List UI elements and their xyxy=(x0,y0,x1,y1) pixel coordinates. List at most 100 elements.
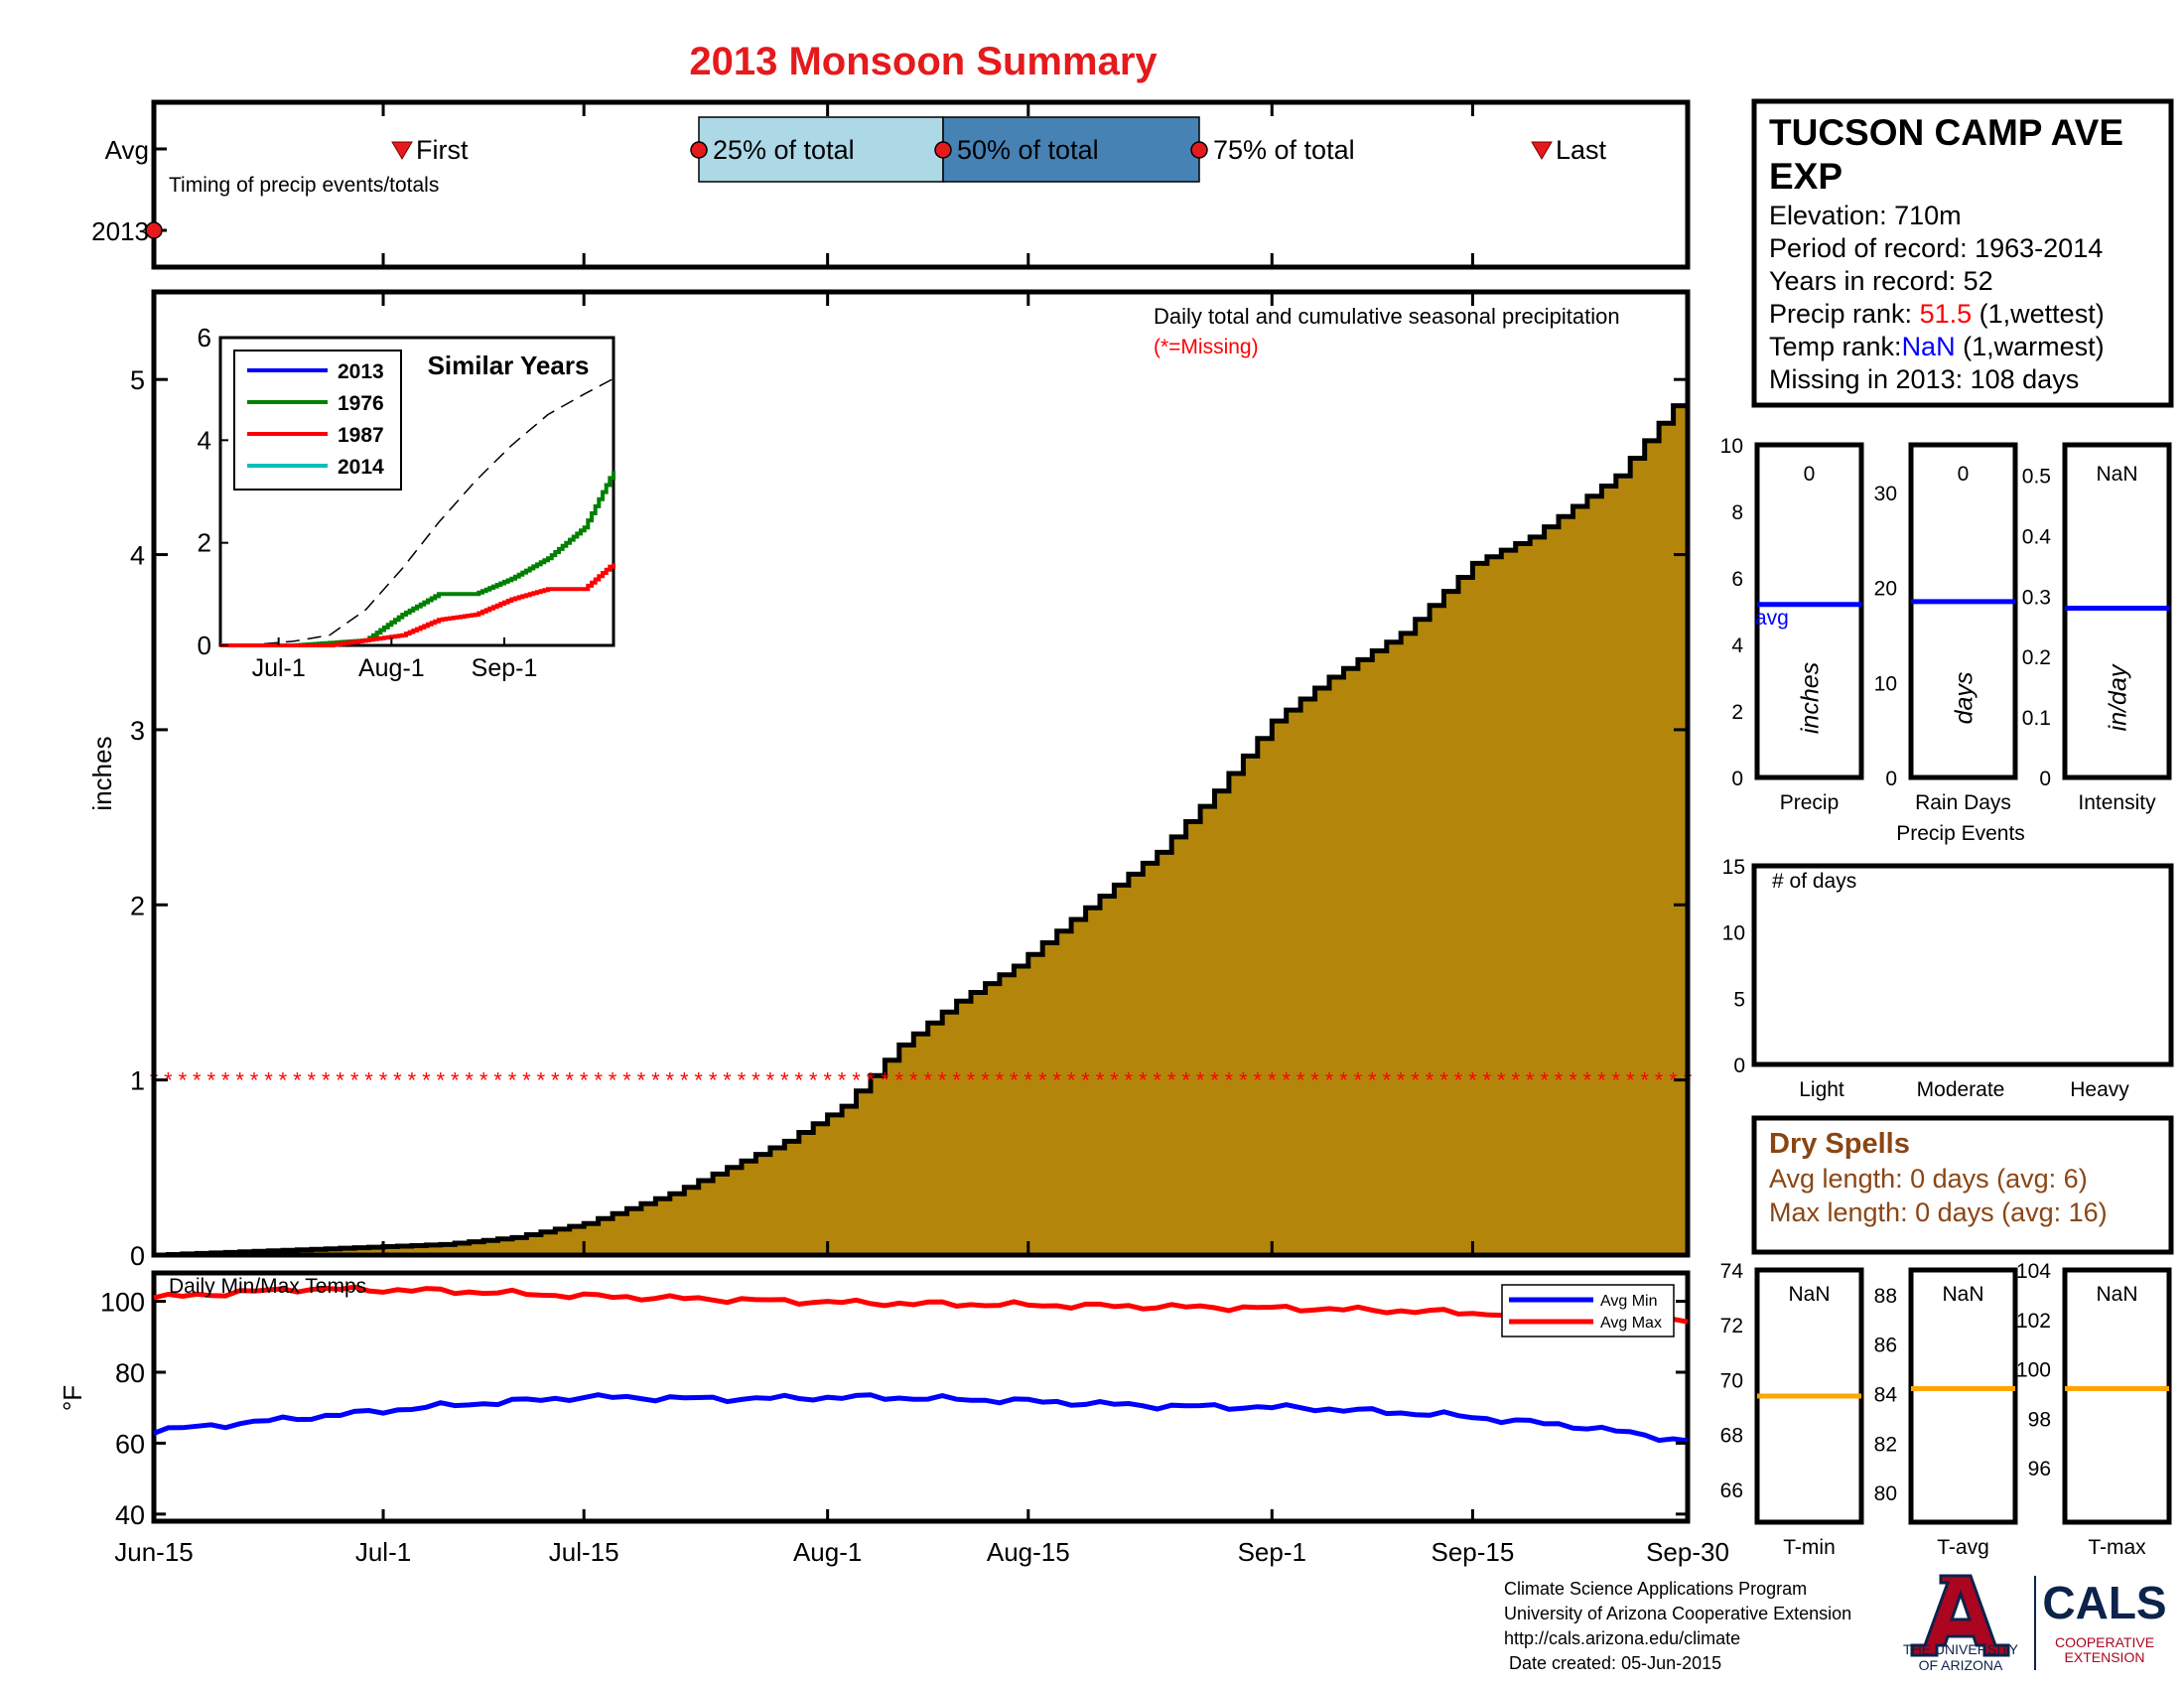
event-tick-label: 0.5 xyxy=(2022,465,2051,488)
event-tick-label: 20 xyxy=(1874,578,1897,601)
missing-star-marker: * xyxy=(1153,1068,1161,1093)
missing-star-marker: * xyxy=(565,1068,574,1093)
missing-star-marker: * xyxy=(493,1068,502,1093)
missing-star-marker: * xyxy=(1196,1068,1205,1093)
cumulative-precip-area xyxy=(154,388,1691,1258)
missing-star-marker: * xyxy=(594,1068,603,1093)
dry-spells-avg: Avg length: 0 days (avg: 6) xyxy=(1769,1164,2088,1194)
temp-y-ticks: 40 60 80 100 xyxy=(100,1288,1688,1530)
event-unit: inches xyxy=(1797,662,1825,734)
temp-box-tick-label: 98 xyxy=(2028,1408,2051,1431)
days-y-tick-label: 0 xyxy=(1733,1055,1745,1077)
inset-y-tick-label: 0 xyxy=(198,631,211,660)
missing-star-marker: * xyxy=(437,1068,446,1093)
first-marker-icon xyxy=(391,141,413,160)
first-label: First xyxy=(416,135,469,165)
temp-box-tick-label: 102 xyxy=(2016,1310,2051,1333)
missing-star-marker: * xyxy=(1167,1068,1176,1093)
main-y-ticks: 0 1 2 3 4 5 xyxy=(130,365,1688,1271)
missing-star-marker: * xyxy=(952,1068,961,1093)
missing-star-marker: * xyxy=(308,1068,317,1093)
station-elevation: Elevation: 710m xyxy=(1769,201,1962,230)
temp-box-tick-label: 84 xyxy=(1874,1384,1898,1407)
missing-star-marker: * xyxy=(895,1068,904,1093)
missing-star-marker: * xyxy=(1052,1068,1061,1093)
temp-box-t-avg: 80 82 84 86 88 NaN T-avg xyxy=(1874,1267,2018,1559)
temp-series-avg-max xyxy=(153,1284,1689,1326)
missing-star-marker: * xyxy=(1511,1068,1520,1093)
inset-y-tick-label: 6 xyxy=(198,323,211,352)
missing-star-marker: * xyxy=(1411,1068,1420,1093)
missing-star-marker: * xyxy=(1010,1068,1019,1093)
inset-legend-items: 2013 1976 1987 2014 xyxy=(247,360,384,479)
p50-marker-icon xyxy=(934,141,952,159)
temperature-panel: 40 60 80 100 Jun-15 Jul-1 Jul-15 Aug-1 Aug-15 Se… xyxy=(58,1270,1729,1567)
inset-legend-label-1987: 1987 xyxy=(338,424,384,447)
temp-box-label: T-avg xyxy=(1937,1536,1989,1559)
timing-2013-label: 2013 xyxy=(91,216,149,246)
missing-star-marker: * xyxy=(479,1068,488,1093)
missing-star-marker: * xyxy=(723,1068,732,1093)
precip-event-panels: 0 2 4 6 8 10 avg 0 inches Precip 0 10 20 30 0 days Rain … xyxy=(1720,435,2172,814)
missing-star-marker: * xyxy=(379,1068,388,1093)
days-category-label: Heavy xyxy=(2070,1078,2129,1101)
missing-star-marker: * xyxy=(1067,1068,1076,1093)
last-marker-icon xyxy=(1531,141,1553,160)
timing-x-ticks xyxy=(152,102,1690,267)
missing-star-marker: * xyxy=(1096,1068,1105,1093)
missing-star-marker: * xyxy=(1297,1068,1305,1093)
days-panel: 0 5 10 15 Light Moderate Heavy # of days xyxy=(1722,856,2174,1101)
event-tick-label: 4 xyxy=(1731,634,1743,657)
missing-star-marker: * xyxy=(651,1068,660,1093)
missing-star-marker: * xyxy=(393,1068,402,1093)
inset-x-tick-label: Sep-1 xyxy=(472,654,538,682)
missing-star-marker: * xyxy=(996,1068,1005,1093)
temp-y-tick-label: 60 xyxy=(115,1429,145,1459)
coop-line-1: COOPERATIVE xyxy=(2055,1634,2154,1650)
event-panel-frame xyxy=(1908,442,2018,780)
days-category-label: Moderate xyxy=(1917,1078,2005,1101)
missing-star-marker: * xyxy=(422,1068,431,1093)
missing-star-marker: * xyxy=(1612,1068,1621,1093)
timing-subtitle: Timing of precip events/totals xyxy=(169,174,439,197)
last-label: Last xyxy=(1556,135,1607,165)
missing-star-marker: * xyxy=(666,1068,675,1093)
missing-star-marker: * xyxy=(1583,1068,1592,1093)
missing-star-marker: * xyxy=(694,1068,703,1093)
station-info-box: TUCSON CAMP AVE EXP Elevation: 710m Peri… xyxy=(1751,98,2174,408)
missing-star-marker: * xyxy=(1497,1068,1506,1093)
days-category-label: Light xyxy=(1799,1078,1844,1101)
row-2013-marker-icon xyxy=(145,221,163,239)
event-unit: days xyxy=(1951,672,1979,725)
main-ylabel: inches xyxy=(87,736,117,810)
footer-line-1: Climate Science Applications Program xyxy=(1504,1579,1807,1599)
missing-star-marker: * xyxy=(1110,1068,1119,1093)
station-name-line1: TUCSON CAMP AVE xyxy=(1769,112,2123,153)
missing-star-marker: * xyxy=(622,1068,631,1093)
p25-marker-icon xyxy=(690,141,708,159)
dry-spells-max: Max length: 0 days (avg: 16) xyxy=(1769,1197,2108,1227)
missing-star-marker: * xyxy=(1540,1068,1549,1093)
missing-star-marker: * xyxy=(551,1068,560,1093)
missing-star-marker: * xyxy=(451,1068,460,1093)
temp-box-tick-label: 70 xyxy=(1720,1369,1743,1392)
missing-star-marker: * xyxy=(1368,1068,1377,1093)
missing-star-marker: * xyxy=(1354,1068,1363,1093)
missing-star-marker: * xyxy=(1024,1068,1033,1093)
missing-star-marker: * xyxy=(609,1068,617,1093)
inset-series-1987 xyxy=(220,563,615,647)
missing-star-marker: * xyxy=(221,1068,230,1093)
temp-box-tick-label: 88 xyxy=(1874,1285,1897,1308)
inset-legend-label-2014: 2014 xyxy=(338,456,384,479)
missing-star-marker: * xyxy=(322,1068,331,1093)
missing-star-marker: * xyxy=(1139,1068,1148,1093)
temp-ylabel: °F xyxy=(58,1385,87,1411)
event-tick-label: 0 xyxy=(1885,768,1897,790)
missing-star-marker: * xyxy=(522,1068,531,1093)
x-tick-label: Sep-1 xyxy=(1238,1537,1306,1567)
temp-series-avg-min xyxy=(153,1392,1689,1444)
event-panel-intensity: 0 0.1 0.2 0.3 0.4 0.5 NaN in/day Intensity xyxy=(2022,442,2172,814)
missing-star-marker: * xyxy=(1439,1068,1448,1093)
missing-star-marker: * xyxy=(1125,1068,1134,1093)
temp-box-tick-label: 82 xyxy=(1874,1433,1897,1456)
